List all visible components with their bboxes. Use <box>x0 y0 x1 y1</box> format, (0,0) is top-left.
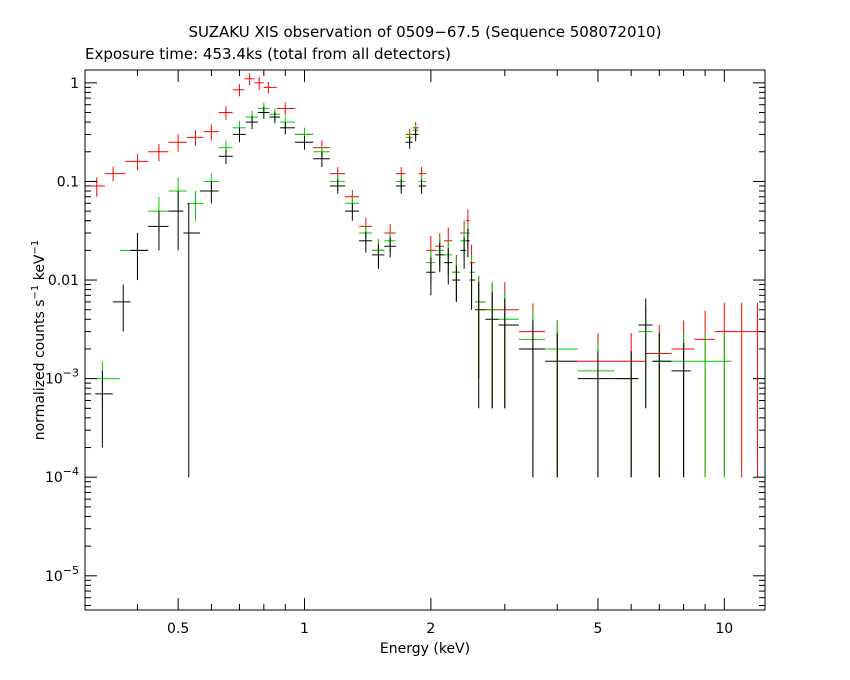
chart-subtitle: Exposure time: 453.4ks (total from all d… <box>85 45 451 63</box>
y-axis-label-mid: keV <box>32 254 48 285</box>
y-tick-label: 10−5 <box>45 564 79 585</box>
x-tick-label: 1 <box>300 621 309 637</box>
y-tick-label-exponent: −5 <box>63 564 79 577</box>
data-series-3 <box>95 106 691 478</box>
y-tick-label: 10−3 <box>45 367 79 388</box>
y-tick-label-base: 1 <box>70 76 79 92</box>
y-tick-label-base: 0.1 <box>57 174 79 190</box>
y-axis-label-exponent-2: −1 <box>30 240 41 255</box>
y-axis-label: normalized counts s−1 keV−1 <box>30 240 48 441</box>
y-tick-label: 0.01 <box>48 273 79 289</box>
x-tick-label: 2 <box>426 621 435 637</box>
series-layer <box>84 73 765 478</box>
y-tick-label: 10−4 <box>45 465 79 486</box>
y-tick-label-base: 10 <box>45 372 63 388</box>
y-tick-label-base: 10 <box>45 470 63 486</box>
x-axis-label: Energy (keV) <box>380 641 470 657</box>
y-tick-label: 0.1 <box>57 174 79 190</box>
y-tick-label: 1 <box>70 76 79 92</box>
y-axis-label-exponent-1: −1 <box>30 285 41 300</box>
y-tick-label-base: 0.01 <box>48 273 79 289</box>
x-tick-label: 5 <box>593 621 602 637</box>
y-tick-label-base: 10 <box>45 569 63 585</box>
chart-title: SUZAKU XIS observation of 0509−67.5 (Seq… <box>189 23 662 41</box>
y-tick-label-exponent: −4 <box>63 465 79 478</box>
plot-frame <box>84 69 766 611</box>
x-tick-label: 0.5 <box>167 621 189 637</box>
y-tick-label-exponent: −3 <box>63 367 79 380</box>
y-axis-label-prefix: normalized counts s <box>32 299 48 440</box>
x-tick-label: 10 <box>715 621 733 637</box>
